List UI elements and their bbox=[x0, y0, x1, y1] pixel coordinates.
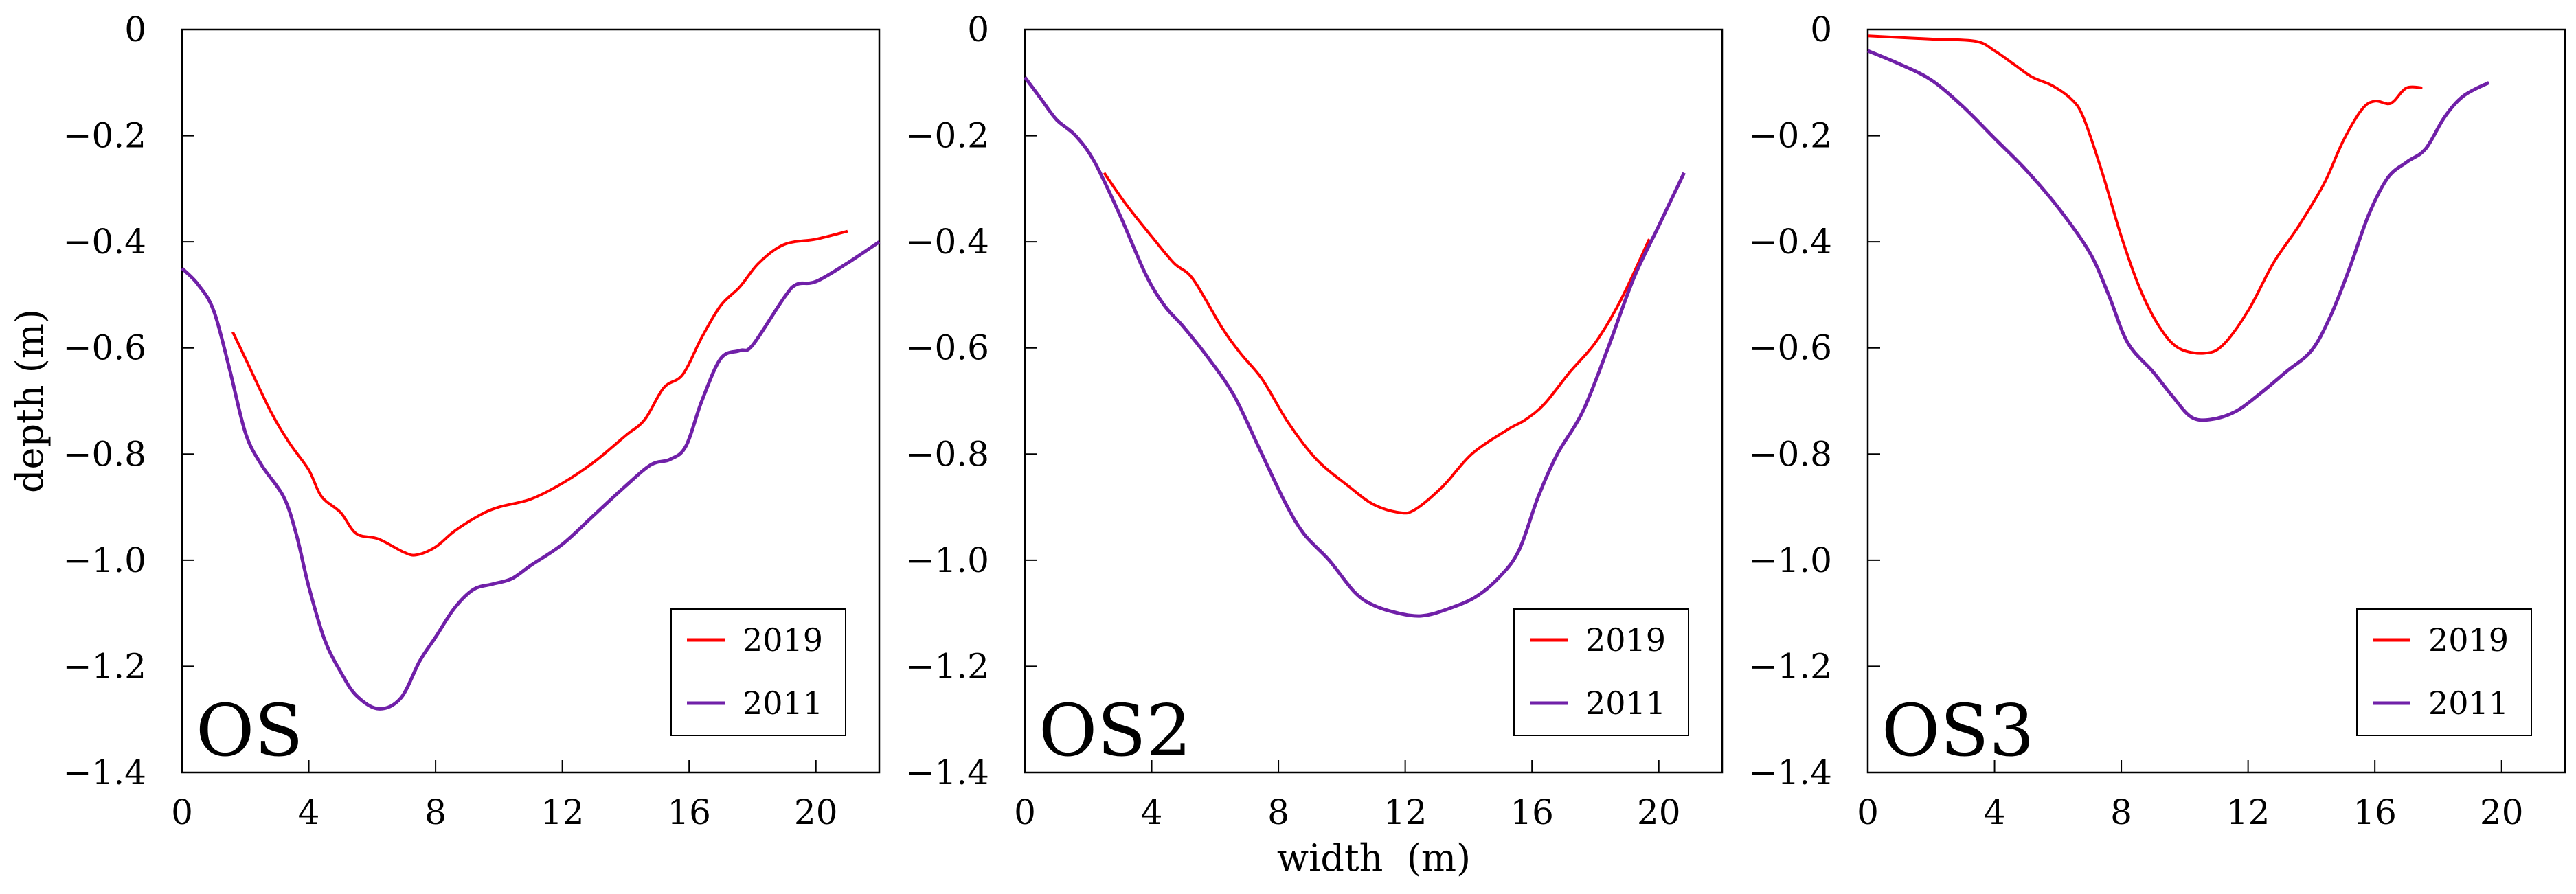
y-tick-label: −1.2 bbox=[63, 646, 146, 686]
legend: 2019 2011 bbox=[670, 608, 846, 736]
y-tick-label: −0.8 bbox=[63, 434, 146, 474]
y-tick-label: −0.6 bbox=[1749, 328, 1832, 368]
y-tick-label: −1.0 bbox=[1749, 540, 1832, 580]
y-tick-label: 0 bbox=[124, 10, 146, 49]
y-tick-label: −0.4 bbox=[63, 222, 146, 262]
x-tick-label: 12 bbox=[541, 792, 585, 832]
y-tick-label: 0 bbox=[967, 10, 989, 49]
panel-os3: 0 −0.2 −0.4 −0.6 −0.8 −1.0 −1.2 −1.4 0 4 8 12 16 20 OS… bbox=[1749, 10, 2566, 832]
y-tick-label: −1.0 bbox=[63, 540, 146, 580]
y-tick-label: −0.8 bbox=[1749, 434, 1832, 474]
legend-label: 2011 bbox=[743, 685, 823, 722]
y-tick-label: −1.4 bbox=[63, 753, 146, 792]
x-tick-label: 20 bbox=[1637, 792, 1681, 832]
series-line-2019 bbox=[231, 229, 848, 557]
y-tick-label: −0.2 bbox=[1749, 116, 1832, 156]
y-tick-label: −0.2 bbox=[63, 116, 146, 156]
y-tick-label: −1.0 bbox=[906, 540, 989, 580]
y-tick-label: −0.8 bbox=[906, 434, 989, 474]
y-tick-label: −1.4 bbox=[906, 753, 989, 792]
series-line-2011 bbox=[1867, 49, 2490, 422]
x-tick-label: 16 bbox=[1510, 792, 1554, 832]
panel-label: OS2 bbox=[1039, 689, 1192, 772]
legend-box bbox=[2356, 608, 2532, 736]
panel-os2: 0 −0.2 −0.4 −0.6 −0.8 −1.0 −1.2 −1.4 0 4 8 12 16 20 OS… bbox=[906, 10, 1724, 832]
x-tick-label: 8 bbox=[2110, 792, 2132, 832]
y-tick-label: 0 bbox=[1810, 10, 1832, 49]
y-tick-label: −0.6 bbox=[906, 328, 989, 368]
x-tick-label: 0 bbox=[1857, 792, 1879, 832]
y-tick-label: −0.4 bbox=[906, 222, 989, 262]
x-tick-label: 12 bbox=[2226, 792, 2270, 832]
plot-frame bbox=[181, 28, 881, 774]
y-tick-label: −1.2 bbox=[906, 646, 989, 686]
x-tick-label: 8 bbox=[425, 792, 447, 832]
y-axis-title: depth (m) bbox=[8, 309, 52, 493]
x-tick-label: 16 bbox=[667, 792, 711, 832]
legend-label: 2011 bbox=[2428, 685, 2509, 722]
legend-label: 2019 bbox=[743, 621, 823, 658]
x-tick-label: 12 bbox=[1383, 792, 1427, 832]
x-tick-label: 0 bbox=[171, 792, 193, 832]
plot-frame bbox=[1024, 28, 1724, 774]
series-line-2011 bbox=[1023, 76, 1686, 618]
panel-os: 0 −0.2 −0.4 −0.6 −0.8 −1.0 −1.2 −1.4 0 4 8 12 16 20 OS… bbox=[63, 10, 881, 832]
legend-box bbox=[670, 608, 846, 736]
y-tick-label: −0.2 bbox=[906, 116, 989, 156]
panel-label: OS3 bbox=[1882, 689, 2035, 772]
series-line-2019 bbox=[1867, 34, 2423, 355]
legend-label: 2019 bbox=[2428, 621, 2509, 658]
x-tick-label: 20 bbox=[794, 792, 838, 832]
legend-label: 2019 bbox=[1585, 621, 1666, 658]
x-tick-label: 8 bbox=[1267, 792, 1289, 832]
x-tick-label: 0 bbox=[1014, 792, 1036, 832]
panel-label: OS bbox=[196, 689, 304, 772]
y-tick-label: −0.6 bbox=[63, 328, 146, 368]
x-tick-label: 4 bbox=[1141, 792, 1163, 832]
x-tick-label: 4 bbox=[298, 792, 320, 832]
legend-box bbox=[1513, 608, 1689, 736]
y-tick-label: −1.2 bbox=[1749, 646, 1832, 686]
x-axis-title: width (m) bbox=[1277, 836, 1471, 880]
x-tick-label: 16 bbox=[2353, 792, 2397, 832]
x-tick-label: 4 bbox=[1984, 792, 2006, 832]
plot-frame bbox=[1866, 28, 2566, 774]
y-tick-label: −0.4 bbox=[1749, 222, 1832, 262]
series-line-2019 bbox=[1103, 172, 1651, 515]
legend-label: 2011 bbox=[1585, 685, 1666, 722]
series-line-2011 bbox=[181, 240, 881, 711]
x-tick-label: 20 bbox=[2480, 792, 2524, 832]
y-tick-label: −1.4 bbox=[1749, 753, 1832, 792]
legend: 2019 2011 bbox=[1513, 608, 1689, 736]
legend: 2019 2011 bbox=[2356, 608, 2532, 736]
